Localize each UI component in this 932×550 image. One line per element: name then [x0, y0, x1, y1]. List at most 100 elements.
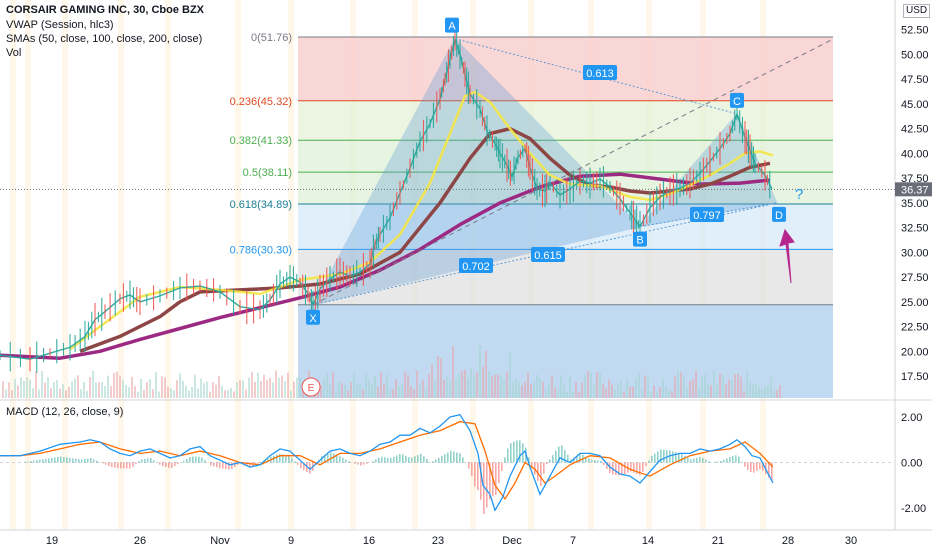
macd-histogram-bar	[438, 457, 440, 463]
volume-bar	[716, 385, 718, 398]
macd-histogram-bar	[501, 462, 503, 472]
macd-histogram-bar	[153, 460, 155, 463]
volume-bar	[332, 372, 334, 398]
volume-bar	[578, 391, 580, 398]
volume-bar	[341, 383, 343, 398]
volume-bar	[263, 374, 265, 398]
volume-bar	[68, 386, 70, 398]
price-tick: 35.00	[901, 198, 929, 210]
macd-histogram-bar	[105, 462, 107, 465]
time-tick: 26	[134, 535, 146, 547]
volume-bar	[428, 373, 430, 398]
macd-histogram-bar	[543, 462, 545, 474]
volume-bar	[239, 380, 241, 398]
macd-histogram-bar	[771, 462, 773, 482]
volume-bar	[536, 374, 538, 398]
macd-histogram-bar	[504, 457, 506, 463]
volume-bar	[767, 384, 769, 398]
volume-bar	[206, 381, 208, 398]
volume-bar	[74, 378, 76, 398]
point-label-x: X	[309, 313, 317, 325]
vwap-legend[interactable]: VWAP (Session, hlc3)	[6, 19, 114, 31]
volume-bar	[494, 374, 496, 398]
macd-histogram-bar	[753, 462, 755, 473]
volume-bar	[119, 375, 121, 398]
macd-histogram-bar	[345, 459, 347, 463]
volume-bar	[473, 375, 475, 398]
volume-bar	[83, 382, 85, 398]
volume-bar	[191, 386, 193, 398]
volume-bar	[695, 370, 697, 398]
macd-histogram-bar	[579, 454, 581, 463]
macd-histogram-bar	[339, 456, 341, 463]
volume-bar	[737, 373, 739, 398]
macd-histogram-bar	[603, 462, 605, 466]
macd-histogram-bar	[102, 462, 104, 464]
macd-legend[interactable]: MACD (12, 26, close, 9)	[6, 406, 124, 418]
volume-bar	[116, 371, 118, 398]
volume-bar	[740, 376, 742, 398]
volume-bar	[260, 381, 262, 398]
volume-bar	[221, 386, 223, 398]
macd-histogram-bar	[210, 462, 212, 466]
volume-bar	[347, 390, 349, 398]
price-tick: 22.50	[901, 322, 929, 334]
macd-histogram-bar	[405, 455, 407, 463]
volume-bar	[326, 373, 328, 398]
volume-bar	[17, 385, 19, 398]
volume-bar	[635, 378, 637, 398]
macd-histogram-bar	[417, 454, 419, 463]
macd-histogram-bar	[150, 458, 152, 463]
volume-bar	[752, 383, 754, 398]
volume-bar	[161, 376, 163, 398]
macd-histogram-bar	[84, 458, 86, 463]
price-tick: 52.50	[901, 25, 929, 37]
volume-bar	[56, 379, 58, 398]
macd-histogram-bar	[381, 456, 383, 463]
macd-histogram-bar	[198, 456, 200, 463]
macd-histogram-bar	[567, 454, 569, 463]
macd-histogram-bar	[147, 458, 149, 463]
sma-legend[interactable]: SMAs (50, close, 100, close, 200, close)	[6, 33, 203, 45]
volume-bar	[548, 382, 550, 398]
macd-histogram-bar	[216, 462, 218, 468]
macd-histogram-bar	[462, 457, 464, 463]
macd-histogram-bar	[507, 448, 509, 463]
time-tick: 23	[432, 535, 444, 547]
macd-histogram-bar	[645, 462, 647, 467]
earnings-marker[interactable]	[301, 377, 321, 397]
macd-histogram-bar	[132, 462, 134, 467]
macd-histogram-bar	[378, 457, 380, 463]
session-stripe	[10, 0, 16, 530]
volume-bar	[362, 389, 364, 398]
volume-bar	[749, 381, 751, 398]
volume-bar	[641, 389, 643, 398]
macd-histogram-bar	[387, 457, 389, 463]
macd-histogram-bar	[360, 462, 362, 466]
volume-bar	[779, 384, 781, 398]
volume-bar	[134, 386, 136, 398]
macd-histogram-bar	[444, 454, 446, 463]
volume-bar	[71, 381, 73, 398]
volume-bar	[389, 390, 391, 398]
volume-bar	[95, 382, 97, 398]
macd-histogram-bar	[696, 457, 698, 463]
volume-bar	[731, 379, 733, 398]
macd-histogram-bar	[741, 461, 743, 463]
volume-bar	[128, 387, 130, 398]
volume-bar	[563, 383, 565, 398]
macd-histogram-bar	[126, 462, 128, 469]
volume-legend[interactable]: Vol	[6, 47, 22, 59]
volume-bar	[59, 388, 61, 398]
volume-bar	[686, 389, 688, 398]
macd-line	[0, 413, 774, 512]
volume-bar	[407, 374, 409, 398]
volume-bar	[710, 385, 712, 398]
volume-bar	[770, 376, 772, 398]
macd-histogram-bar	[651, 455, 653, 463]
last-price-label: 36.37	[901, 184, 929, 196]
macd-histogram-bar	[513, 441, 515, 463]
volume-bar	[755, 384, 757, 398]
volume-bar	[455, 378, 457, 398]
point-badge	[730, 92, 744, 108]
